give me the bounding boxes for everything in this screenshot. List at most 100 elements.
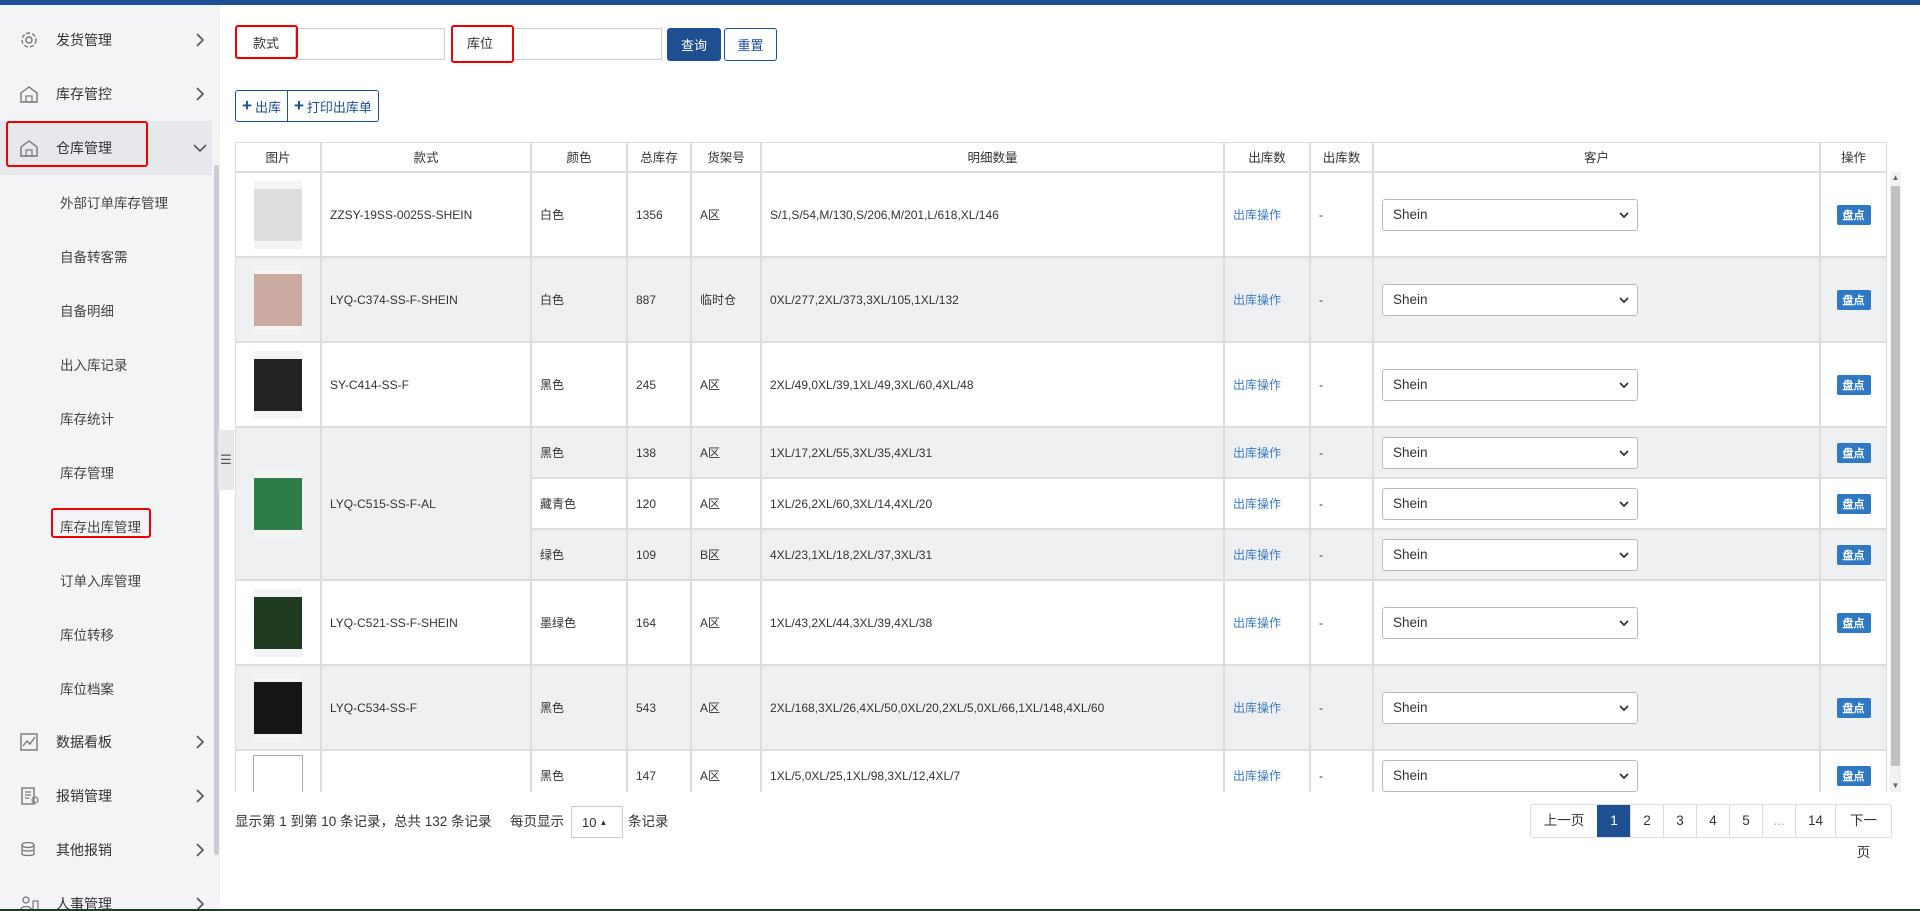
sidebar-item-reimbursement[interactable]: 报销管理 [0, 769, 212, 823]
outbound-op-link[interactable]: 出库操作 [1233, 446, 1282, 460]
collapse-sidebar-icon[interactable]: ☰ [218, 430, 234, 490]
page-button-5[interactable]: 5 [1729, 805, 1762, 837]
detail-cell: 1XL/17,2XL/55,3XL/35,4XL/31 [761, 427, 1224, 478]
customer-cell: Shein [1373, 580, 1820, 665]
stocktake-button[interactable]: 盘点 [1836, 442, 1871, 463]
style-cell: SY-C414-SS-F [321, 342, 531, 427]
scroll-up-icon[interactable]: ▲ [1891, 173, 1900, 182]
color-cell: 藏青色 [531, 478, 627, 529]
customer-cell: Shein [1373, 427, 1820, 478]
customer-select-value: Shein [1393, 768, 1428, 783]
sidebar-item-warehouse[interactable]: 仓库管理 [0, 121, 212, 175]
sub-item-self-detail[interactable]: 自备明细 [0, 283, 212, 337]
outbound-op-link[interactable]: 出库操作 [1233, 497, 1282, 511]
sidebar-item-shipping[interactable]: 发货管理 [0, 13, 212, 67]
customer-select[interactable]: Shein [1382, 691, 1638, 724]
sidebar-item-label: 仓库管理 [56, 140, 112, 156]
shelf-cell: A区 [691, 580, 761, 665]
table-scrollbar[interactable]: ▲ ▼ [1890, 172, 1901, 792]
color-cell: 黑色 [531, 750, 627, 792]
sub-item-order-inbound[interactable]: 订单入库管理 [0, 553, 212, 607]
sub-item-label: 出入库记录 [60, 358, 128, 373]
sidebar-item-other-reimbursement[interactable]: 其他报销 [0, 823, 212, 877]
outbound-op-link[interactable]: 出库操作 [1233, 701, 1282, 715]
outbound-button[interactable]: + 出库 [236, 91, 287, 121]
sub-item-location-transfer[interactable]: 库位转移 [0, 607, 212, 661]
page-size-select[interactable]: 10 ▲ [571, 806, 623, 838]
outbound-op-link[interactable]: 出库操作 [1233, 616, 1282, 630]
record-summary: 显示第 1 到第 10 条记录，总共 132 条记录 [235, 814, 492, 829]
detail-cell: 2XL/168,3XL/26,4XL/50,0XL/20,2XL/5,0XL/6… [761, 665, 1224, 750]
col-header-detail: 明细数量 [761, 142, 1224, 172]
scrollbar-thumb[interactable] [1891, 186, 1900, 766]
customer-select-value: Shein [1393, 377, 1428, 392]
outbound-op-link[interactable]: 出库操作 [1233, 548, 1282, 562]
customer-select[interactable]: Shein [1382, 436, 1638, 469]
total-cell: 164 [627, 580, 691, 665]
outbound-op-link[interactable]: 出库操作 [1233, 208, 1282, 222]
sub-item-stock-management[interactable]: 库存管理 [0, 445, 212, 499]
page-button-1[interactable]: 1 [1597, 805, 1630, 837]
total-cell: 147 [627, 750, 691, 792]
sub-item-self-to-customer[interactable]: 自备转客需 [0, 229, 212, 283]
style-cell: LYQ-C515-SS-F-AL [321, 427, 531, 580]
customer-select[interactable]: Shein [1382, 759, 1638, 792]
receipt-icon [18, 785, 40, 807]
customer-select[interactable]: Shein [1382, 487, 1638, 520]
style-input[interactable] [295, 28, 445, 60]
sidebar-scrollbar[interactable] [212, 5, 220, 911]
total-cell: 543 [627, 665, 691, 750]
scroll-down-icon[interactable]: ▼ [1891, 781, 1900, 790]
page-button-3[interactable]: 3 [1663, 805, 1696, 837]
stocktake-button[interactable]: 盘点 [1836, 697, 1871, 718]
action-cell: 盘点 [1820, 665, 1887, 750]
customer-select[interactable]: Shein [1382, 368, 1638, 401]
page-button-4[interactable]: 4 [1696, 805, 1729, 837]
customer-select-value: Shein [1393, 496, 1428, 511]
stocktake-button[interactable]: 盘点 [1836, 493, 1871, 514]
plus-icon: + [242, 96, 252, 115]
product-image-cell [235, 257, 321, 342]
customer-select[interactable]: Shein [1382, 538, 1638, 571]
page-button-2[interactable]: 2 [1630, 805, 1663, 837]
sidebar: 发货管理 库存管控 仓库管理 外部订单库存管理 自备转客需 自备明细 出入库记录… [0, 5, 212, 911]
shelf-cell: A区 [691, 342, 761, 427]
sub-item-in-out-records[interactable]: 出入库记录 [0, 337, 212, 391]
customer-select-value: Shein [1393, 292, 1428, 307]
outbound-op-link[interactable]: 出库操作 [1233, 769, 1282, 783]
stocktake-button[interactable]: 盘点 [1836, 204, 1871, 225]
customer-cell: Shein [1373, 257, 1820, 342]
prev-page-button[interactable]: 上一页 [1543, 813, 1585, 828]
outbound-op-link[interactable]: 出库操作 [1233, 378, 1282, 392]
sidebar-item-dashboard[interactable]: 数据看板 [0, 715, 212, 769]
customer-select[interactable]: Shein [1382, 606, 1638, 639]
stocktake-button[interactable]: 盘点 [1836, 544, 1871, 565]
next-page-button[interactable]: 下一页 [1835, 805, 1891, 860]
customer-select[interactable]: Shein [1382, 198, 1638, 231]
sidebar-item-hr[interactable]: 人事管理 [0, 877, 212, 911]
customer-select[interactable]: Shein [1382, 283, 1638, 316]
customer-select-value: Shein [1393, 700, 1428, 715]
sub-item-location-archive[interactable]: 库位档案 [0, 661, 212, 715]
sidebar-item-inventory-control[interactable]: 库存管控 [0, 67, 212, 121]
outbound-count-cell: - [1310, 529, 1373, 580]
stocktake-button[interactable]: 盘点 [1836, 765, 1871, 786]
stocktake-button[interactable]: 盘点 [1836, 374, 1871, 395]
sub-item-stock-stats[interactable]: 库存统计 [0, 391, 212, 445]
sub-item-stock-outbound[interactable]: 库存出库管理 [0, 499, 212, 553]
print-outbound-button[interactable]: + 打印出库单 [286, 91, 378, 121]
style-cell: ZZSY-19SS-0025S-SHEIN [321, 172, 531, 257]
sub-item-external-order-stock[interactable]: 外部订单库存管理 [0, 175, 212, 229]
stocktake-button[interactable]: 盘点 [1836, 289, 1871, 310]
outbound-count-cell: - [1310, 427, 1373, 478]
action-cell: 盘点 [1820, 342, 1887, 427]
product-image-cell [235, 427, 321, 580]
page-button-14[interactable]: 14 [1795, 805, 1835, 837]
outbound-op-link[interactable]: 出库操作 [1233, 293, 1282, 307]
scrollbar-thumb[interactable] [214, 165, 219, 855]
location-input[interactable] [512, 28, 662, 60]
bottom-bar [0, 909, 1920, 911]
query-button[interactable]: 查询 [667, 28, 721, 61]
reset-button[interactable]: 重置 [724, 28, 777, 61]
stocktake-button[interactable]: 盘点 [1836, 612, 1871, 633]
